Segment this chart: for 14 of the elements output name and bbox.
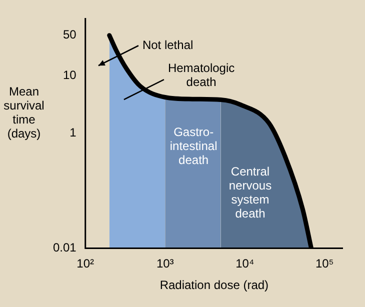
x-axis-title: Radiation dose (rad) [160,278,269,292]
y-tick-label: 10 [62,68,77,82]
y-tick-label: 1 [70,125,77,140]
x-tick-label: 10⁵ [315,256,334,271]
y-tick-label: 0.01 [52,240,77,255]
annotation: Hematologic death [168,60,235,89]
annotation: Not lethal [142,38,194,52]
x-tick-label: 10³ [156,256,174,271]
y-axis-title: Mean survival time (days) [4,84,44,140]
annotation: Gastro-intestinal death [170,125,218,168]
x-tick-label: 10² [76,256,94,271]
annotation: Central nervous system death [228,164,272,220]
y-tick-label: 50 [62,28,77,42]
x-tick-label: 10⁴ [236,256,254,271]
